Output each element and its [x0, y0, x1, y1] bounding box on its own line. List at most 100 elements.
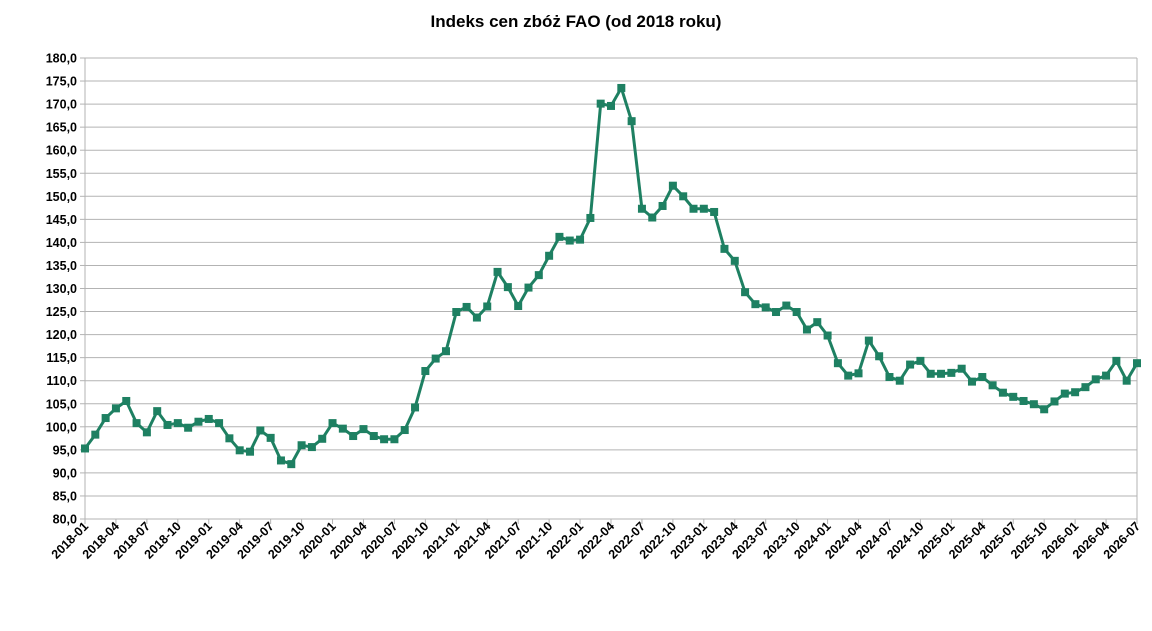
data-point-marker — [111, 404, 120, 413]
data-point-marker — [153, 407, 162, 416]
data-point-marker — [1040, 405, 1049, 414]
data-point-marker — [895, 376, 904, 385]
data-point-marker — [441, 347, 450, 356]
data-point-marker — [400, 426, 409, 435]
data-point-marker — [1122, 376, 1131, 385]
data-point-marker — [411, 403, 420, 412]
data-point-marker — [369, 432, 378, 441]
data-point-marker — [132, 419, 141, 428]
data-point-marker — [1081, 383, 1090, 392]
data-point-marker — [184, 423, 193, 432]
data-point-marker — [885, 373, 894, 382]
data-point-marker — [266, 433, 275, 442]
data-point-marker — [875, 352, 884, 361]
data-point-marker — [1029, 400, 1038, 409]
data-point-marker — [215, 419, 224, 428]
data-point-marker — [452, 308, 461, 317]
y-tick-label: 160,0 — [46, 144, 77, 158]
y-tick-label: 120,0 — [46, 328, 77, 342]
data-point-marker — [864, 336, 873, 345]
data-point-marker — [792, 308, 801, 317]
data-point-marker — [998, 388, 1007, 397]
data-point-marker — [462, 302, 471, 311]
data-point-marker — [576, 235, 585, 244]
data-point-marker — [514, 302, 523, 311]
series-line — [83, 86, 1139, 466]
y-tick-label: 110,0 — [46, 374, 77, 388]
series-line-path — [83, 86, 1139, 466]
data-point-marker — [81, 444, 89, 453]
data-point-marker — [916, 356, 925, 365]
data-point-marker — [617, 83, 626, 92]
data-point-marker — [307, 443, 316, 452]
data-point-marker — [555, 232, 564, 241]
data-point-marker — [493, 267, 502, 276]
data-point-marker — [844, 371, 853, 380]
y-tick-label: 85,0 — [53, 489, 77, 503]
data-point-marker — [823, 331, 832, 340]
data-point-marker — [782, 301, 791, 310]
data-point-marker — [854, 369, 863, 378]
data-point-marker — [689, 204, 698, 213]
data-point-marker — [668, 181, 677, 190]
chart-title: Indeks cen zbóż FAO (od 2018 roku) — [430, 12, 722, 31]
data-point-marker — [978, 373, 987, 382]
data-point-marker — [122, 396, 131, 405]
data-point-marker — [1102, 371, 1111, 380]
data-point-marker — [720, 244, 729, 253]
y-tick-label: 180,0 — [46, 52, 77, 66]
axes — [84, 58, 1138, 520]
data-point-marker — [246, 447, 255, 456]
data-point-marker — [730, 256, 739, 265]
data-point-marker — [1071, 388, 1080, 397]
data-point-marker — [658, 201, 667, 210]
y-tick-label: 155,0 — [46, 167, 77, 181]
data-point-marker — [967, 377, 976, 386]
data-point-marker — [524, 283, 533, 292]
data-point-marker — [421, 367, 430, 376]
y-tick-label: 175,0 — [46, 75, 77, 89]
data-point-marker — [163, 420, 172, 429]
y-tick-label: 115,0 — [46, 351, 77, 365]
data-point-marker — [741, 288, 750, 297]
data-point-marker — [1009, 392, 1018, 401]
data-point-marker — [256, 426, 265, 435]
data-point-marker — [802, 325, 811, 334]
data-point-marker — [596, 99, 605, 108]
data-point-marker — [503, 283, 512, 292]
y-tick-label: 125,0 — [46, 305, 77, 319]
data-point-marker — [679, 192, 688, 201]
data-point-marker — [699, 204, 708, 213]
y-tick-label: 130,0 — [46, 282, 77, 296]
data-point-marker — [349, 432, 358, 441]
data-point-marker — [813, 318, 822, 327]
y-tick-label: 150,0 — [46, 190, 77, 204]
data-point-marker — [390, 435, 399, 444]
data-point-marker — [1060, 389, 1069, 398]
data-point-marker — [142, 428, 151, 437]
data-point-marker — [1019, 396, 1028, 405]
data-point-marker — [1133, 359, 1141, 368]
data-point-marker — [988, 381, 997, 390]
data-point-marker — [710, 207, 719, 216]
data-point-marker — [483, 302, 492, 311]
y-tick-label: 165,0 — [46, 121, 77, 135]
data-point-marker — [534, 271, 543, 280]
data-point-marker — [1050, 397, 1059, 406]
data-point-marker — [648, 213, 657, 222]
data-point-marker — [937, 369, 946, 378]
data-point-marker — [1112, 356, 1121, 365]
data-point-marker — [431, 354, 440, 363]
data-point-marker — [276, 456, 285, 465]
data-point-marker — [1091, 375, 1100, 384]
data-point-marker — [380, 435, 389, 444]
data-point-marker — [545, 251, 554, 260]
y-tick-label: 170,0 — [46, 98, 77, 112]
data-point-marker — [761, 303, 770, 312]
data-point-marker — [297, 441, 306, 450]
y-tick-label: 80,0 — [53, 513, 77, 527]
data-point-marker — [91, 430, 100, 439]
data-point-marker — [833, 359, 842, 368]
data-point-marker — [338, 424, 347, 433]
y-tick-label: 135,0 — [46, 259, 77, 273]
